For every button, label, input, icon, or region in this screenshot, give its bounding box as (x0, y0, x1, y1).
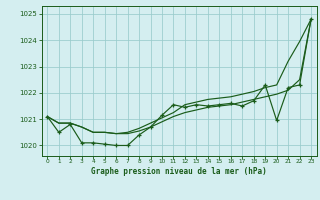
X-axis label: Graphe pression niveau de la mer (hPa): Graphe pression niveau de la mer (hPa) (91, 167, 267, 176)
